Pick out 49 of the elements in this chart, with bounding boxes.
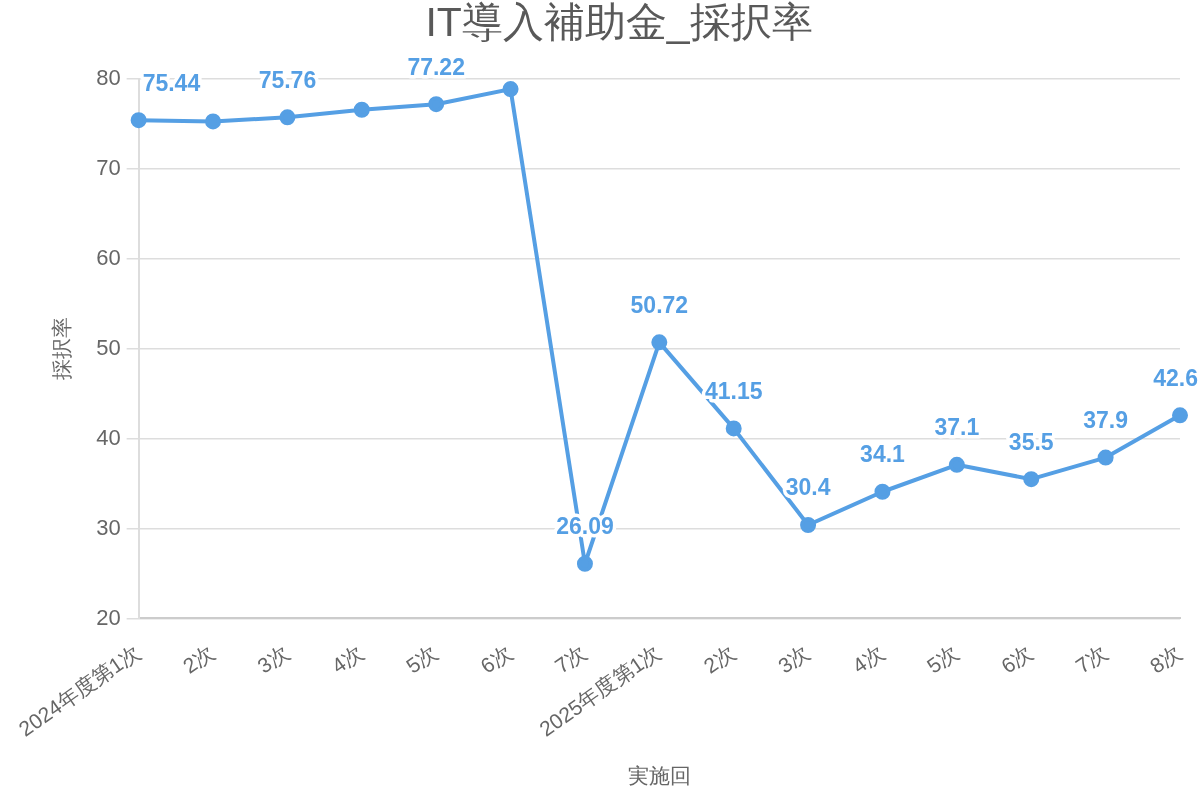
chart-title: IT導入補助金_採択率	[425, 0, 813, 45]
data-label: 30.4	[785, 474, 831, 501]
data-label: 50.72	[630, 291, 689, 318]
point	[800, 517, 817, 534]
x-tick-label: 5次	[922, 639, 963, 678]
point	[576, 555, 593, 572]
data-label: 75.76	[258, 66, 317, 93]
x-tick-label: 5次	[401, 639, 442, 678]
data-label: 42.6	[1153, 364, 1198, 391]
x-tick-label: 4次	[327, 639, 368, 678]
x-tick-label: 3次	[773, 639, 814, 678]
point	[1023, 471, 1040, 488]
point	[725, 420, 742, 437]
x-tick-label: 6次	[476, 639, 517, 678]
point	[874, 483, 891, 500]
data-label: 34.1	[860, 441, 906, 468]
x-axis-title: 実施回	[627, 764, 691, 788]
x-tick-label: 3次	[253, 639, 294, 678]
y-tick-label: 60	[96, 245, 121, 271]
point	[502, 81, 519, 98]
point	[205, 113, 222, 130]
data-label: 35.5	[1008, 428, 1054, 455]
data-label: 41.15	[704, 377, 763, 404]
y-tick-label: 40	[96, 424, 121, 450]
point	[428, 96, 445, 113]
y-tick-label: 50	[96, 334, 121, 360]
y-axis-title: 採択率	[50, 317, 74, 381]
x-tick-label: 7次	[550, 639, 591, 678]
y-tick-label: 80	[96, 65, 121, 91]
point	[1172, 407, 1188, 424]
point	[130, 112, 147, 129]
point	[279, 109, 296, 126]
y-tick-label: 30	[96, 514, 121, 540]
point	[948, 456, 965, 473]
point	[651, 334, 668, 351]
x-tick-label: 2次	[699, 639, 740, 678]
point	[353, 101, 370, 118]
data-label: 37.9	[1083, 406, 1128, 433]
x-tick-label: 8次	[1145, 639, 1186, 678]
x-tick-label: 4次	[848, 639, 889, 678]
y-tick-label: 70	[96, 155, 121, 181]
point	[1097, 449, 1114, 466]
x-tick-label: 6次	[996, 639, 1037, 678]
x-tick-label: 7次	[1071, 639, 1112, 678]
y-tick-label: 20	[96, 604, 121, 630]
x-tick-label: 2次	[178, 639, 219, 678]
data-label: 75.44	[142, 69, 201, 96]
data-label: 77.22	[407, 53, 465, 80]
data-label: 37.1	[934, 414, 980, 441]
